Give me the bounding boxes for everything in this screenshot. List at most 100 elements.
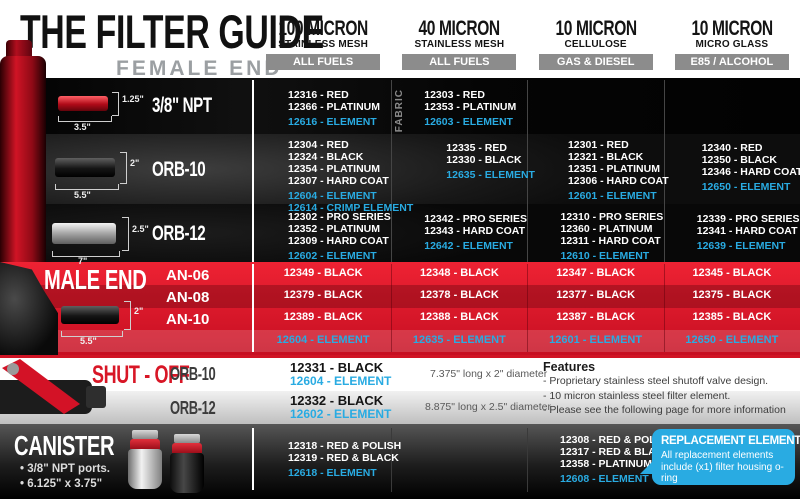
parts-cell: 12335 - RED 12330 - BLACK 12635 - ELEMENT xyxy=(413,134,535,214)
part-number: 12379 - BLACK xyxy=(283,289,363,301)
features-title: Features xyxy=(543,360,596,374)
part-number: 12331 - BLACK xyxy=(290,360,384,375)
part-numbers: 12316 - RED 12366 - PLATINUM xyxy=(288,89,380,113)
canister-title: CANISTER xyxy=(14,430,115,461)
male-row-an08-cells: 12379 - BLACK 12378 - BLACK 12377 - BLAC… xyxy=(255,289,800,301)
male-end-title: MALE END xyxy=(44,264,147,295)
replacement-box-title: REPLACEMENT ELEMENTS xyxy=(661,435,800,447)
parts-cell-empty xyxy=(528,80,664,134)
male-row-stripe-light xyxy=(0,330,800,352)
element-number: 12650 - ELEMENT xyxy=(685,334,779,346)
features-block: Features - Proprietary stainless steel s… xyxy=(543,360,793,418)
part-number: 12385 - BLACK xyxy=(692,311,772,323)
row-label-38npt: 3/8" NPT xyxy=(152,94,212,117)
shutoff-size-note: 8.875" long x 2.5" diameter xyxy=(425,401,551,413)
red-filter-photo xyxy=(0,56,46,262)
shutoff-row1-background xyxy=(0,358,800,391)
shutoff-valve-photo xyxy=(0,359,106,414)
canister-100micron-cell: 12318 - RED & POLISH 12319 - RED & BLACK … xyxy=(288,440,401,479)
column-divider xyxy=(527,428,528,492)
element-numbers: 12608 - ELEMENT xyxy=(560,473,649,485)
row-label-orb12: ORB-12 xyxy=(152,222,206,245)
part-numbers: 12335 - RED 12330 - BLACK xyxy=(446,142,522,166)
part-numbers: 12308 - RED & POLISH 12317 - RED & BLACK 1… xyxy=(560,434,674,470)
part-numbers: 12342 - PRO SERIES 12343 - HARD COAT xyxy=(424,213,527,237)
canister-cap xyxy=(172,443,202,453)
parts-cell: 12303 - RED 12353 - PLATINUM 12603 - ELEM… xyxy=(391,80,527,134)
filter-body-red xyxy=(58,96,108,111)
filter-body-platinum xyxy=(52,223,116,244)
part-number: 12348 - BLACK xyxy=(419,267,499,279)
fuel-badge: ALL FUELS xyxy=(266,54,381,70)
part-number: 12345 - BLACK xyxy=(692,267,772,279)
male-elements-row: 12604 - ELEMENT 12635 - ELEMENT 12601 - … xyxy=(255,334,800,346)
replacement-box-body: All replacement elements include (x1) fi… xyxy=(661,450,784,484)
column-divider xyxy=(664,80,665,262)
female-row-orb10-cells: 12304 - RED 12324 - BLACK 12354 - PLATINUM… xyxy=(255,134,800,214)
element-numbers: 12616 - ELEMENT xyxy=(288,116,377,128)
parts-cell: 12342 - PRO SERIES 12343 - HARD COAT 1264… xyxy=(391,204,527,262)
dimension-label: 1.25" xyxy=(122,94,144,104)
canister-bracket xyxy=(174,434,200,443)
element-numbers: 12601 - ELEMENT xyxy=(567,190,657,202)
canister-photo xyxy=(170,434,204,493)
shutoff-orb12-cell: 12332 - BLACK 12602 - ELEMENT xyxy=(290,394,391,421)
element-number: 12604 - ELEMENT xyxy=(276,334,370,346)
parts-cell: 12340 - RED 12350 - BLACK 12346 - HARD COA… xyxy=(669,134,800,214)
column-divider xyxy=(391,264,392,352)
element-numbers: 12650 - ELEMENT xyxy=(701,181,791,193)
shutoff-title: SHUT - OFF xyxy=(92,361,190,389)
column-divider xyxy=(391,80,392,262)
dimension-line xyxy=(120,152,127,184)
micron-rating: 40 MICRON xyxy=(418,17,501,40)
column-headers: 100 MICRON STAINLESS MESH ALL FUELS 40 M… xyxy=(255,17,800,70)
part-number: 12375 - BLACK xyxy=(692,289,772,301)
micron-rating: 100 MICRON xyxy=(278,17,368,40)
shutoff-size-note: 7.375" long x 2" diameter xyxy=(430,368,548,380)
parts-cell: 12316 - RED 12366 - PLATINUM 12616 - ELEM… xyxy=(255,80,391,134)
mini-filter-illustration: 2.5" 7" xyxy=(48,212,178,266)
female-row1-background xyxy=(0,78,800,134)
filter-body-black xyxy=(61,306,119,324)
row-label-shutoff-orb10: ORB-10 xyxy=(170,364,216,384)
column-divider xyxy=(527,80,528,262)
mini-filter-illustration: 2" 5.5" xyxy=(52,146,178,200)
part-numbers: 12310 - PRO SERIES 12360 - PLATINUM 12311 … xyxy=(560,211,664,247)
canister-cap xyxy=(130,439,160,449)
media-type: STAINLESS MESH xyxy=(414,39,505,50)
element-number: 12602 - ELEMENT xyxy=(290,407,392,421)
dimension-line xyxy=(58,116,112,122)
part-number: 12377 - BLACK xyxy=(556,289,636,301)
shutoff-row2-background xyxy=(0,391,800,424)
fuel-badge: GAS & DIESEL xyxy=(538,54,653,70)
dimension-line xyxy=(55,184,119,190)
part-numbers: 12304 - RED 12324 - BLACK 12354 - PLATINUM… xyxy=(288,139,389,187)
media-type: STAINLESS MESH xyxy=(278,39,369,50)
filter-body-black xyxy=(55,158,115,177)
row-label-an10: AN-10 xyxy=(166,311,210,328)
element-numbers: 12603 - ELEMENT xyxy=(424,116,513,128)
media-type: MICRO GLASS xyxy=(695,39,769,50)
micron-rating: 10 MICRON xyxy=(691,17,773,40)
part-numbers: 12339 - PRO SERIES 12341 - HARD COAT xyxy=(696,213,800,237)
female-row-orb12-cells: 12302 - PRO SERIES 12352 - PLATINUM 12309 … xyxy=(255,204,800,262)
shutoff-divider-bar xyxy=(0,355,800,358)
row-label-an06: AN-06 xyxy=(166,267,210,284)
element-number: 12601 - ELEMENT xyxy=(549,334,643,346)
element-numbers: 12635 - ELEMENT xyxy=(446,169,535,181)
parts-cell: 12339 - PRO SERIES 12341 - HARD COAT 1263… xyxy=(664,204,800,262)
label-column-divider xyxy=(252,80,254,262)
dimension-label: 5.5" xyxy=(74,190,91,200)
parts-cell: 12310 - PRO SERIES 12360 - PLATINUM 12311 … xyxy=(528,204,664,262)
shutoff-orb10-cell: 12331 - BLACK 12604 - ELEMENT xyxy=(290,361,391,388)
column-header-100-micron: 100 MICRON STAINLESS MESH ALL FUELS xyxy=(255,17,391,70)
part-number: 12387 - BLACK xyxy=(556,311,636,323)
parts-cell-empty xyxy=(664,80,800,134)
female-row3-background xyxy=(0,204,800,262)
dimension-label: 3.5" xyxy=(74,122,91,132)
part-numbers: 12318 - RED & POLISH 12319 - RED & BLACK xyxy=(288,440,402,464)
element-numbers: 12639 - ELEMENT xyxy=(696,240,786,252)
element-number: 12604 - ELEMENT xyxy=(290,374,392,388)
element-number: 12635 - ELEMENT xyxy=(412,334,506,346)
